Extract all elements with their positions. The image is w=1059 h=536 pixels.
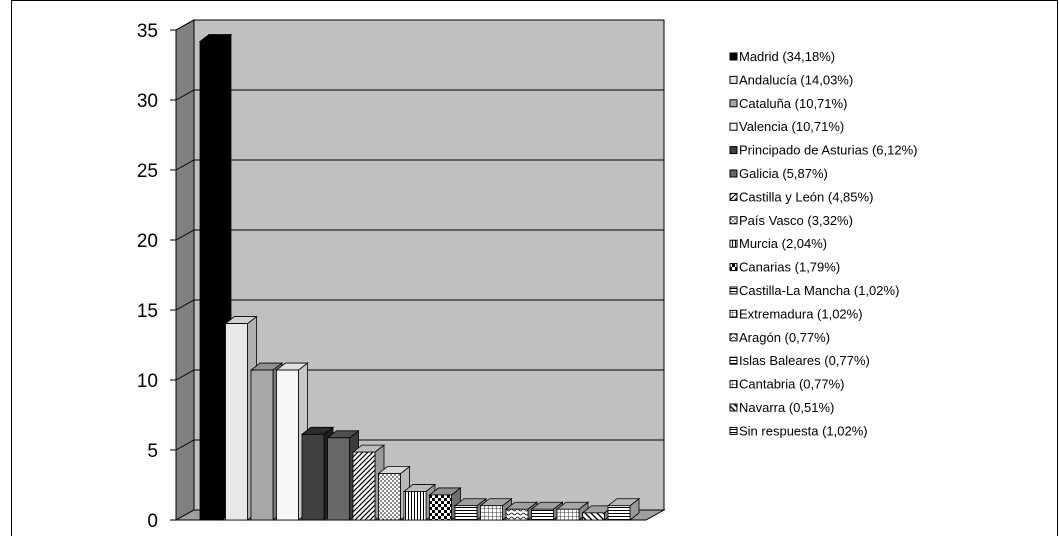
bar-16 bbox=[606, 497, 641, 521]
legend-item: País Vasco (3,32%) bbox=[729, 213, 853, 228]
bar-front bbox=[199, 41, 223, 521]
legend-label: Andalucía (14,03%) bbox=[739, 72, 853, 87]
y-tick-label: 20 bbox=[137, 231, 158, 252]
y-gridline bbox=[175, 19, 664, 31]
legend-swatch bbox=[729, 216, 738, 225]
y-tick-label: 5 bbox=[147, 441, 158, 462]
legend-item: Cataluña (10,71%) bbox=[729, 96, 847, 111]
bar-front bbox=[225, 323, 248, 521]
bar-front bbox=[301, 433, 325, 521]
legend-swatch bbox=[729, 99, 738, 108]
y-gridline bbox=[175, 369, 664, 381]
legend-swatch bbox=[729, 52, 738, 61]
y-gridline bbox=[175, 159, 664, 171]
legend-item: Extremadura (1,02%) bbox=[729, 306, 863, 321]
bar-front bbox=[582, 512, 605, 521]
legend-item: Madrid (34,18%) bbox=[729, 49, 835, 64]
legend-swatch bbox=[729, 263, 738, 272]
bar-front bbox=[505, 508, 529, 521]
legend-swatch bbox=[729, 239, 738, 248]
y-gridline bbox=[175, 299, 664, 311]
legend-label: Canarias (1,79%) bbox=[739, 260, 840, 275]
y-tick-label: 15 bbox=[137, 301, 158, 322]
legend-item: Principado de Asturias (6,12%) bbox=[729, 143, 917, 158]
legend-swatch bbox=[729, 169, 738, 178]
bar-front bbox=[352, 451, 376, 521]
legend-swatch bbox=[729, 403, 738, 412]
legend-label: Cataluña (10,71%) bbox=[739, 96, 847, 111]
legend-label: Valencia (10,71%) bbox=[739, 119, 844, 134]
legend-swatch bbox=[729, 309, 738, 318]
legend-item: Sin respuesta (1,02%) bbox=[729, 423, 868, 438]
legend-label: País Vasco (3,32%) bbox=[739, 213, 853, 228]
legend-label: Castilla-La Mancha (1,02%) bbox=[739, 283, 899, 298]
bar-front bbox=[531, 508, 554, 521]
bar-front bbox=[480, 505, 503, 521]
legend-item: Murcia (2,04%) bbox=[729, 236, 827, 251]
legend-item: Canarias (1,79%) bbox=[729, 260, 840, 275]
legend-item: Aragón (0,77%) bbox=[729, 330, 830, 345]
chart-frame bbox=[11, 0, 1058, 536]
bar-front bbox=[250, 369, 274, 521]
bar-front bbox=[429, 494, 452, 521]
bar-front bbox=[378, 473, 401, 521]
legend-swatch bbox=[729, 356, 738, 365]
y-tick-label: 25 bbox=[137, 161, 158, 182]
bar-front bbox=[454, 505, 478, 521]
bar-0 bbox=[198, 33, 233, 521]
y-tick-label: 10 bbox=[137, 371, 158, 392]
bar-front bbox=[403, 491, 427, 521]
legend-swatch bbox=[729, 426, 738, 435]
legend-label: Principado de Asturias (6,12%) bbox=[739, 143, 917, 158]
legend-swatch bbox=[729, 380, 738, 389]
legend-label: Madrid (34,18%) bbox=[739, 49, 835, 64]
bar-front bbox=[607, 505, 631, 521]
legend-label: Cantabria (0,77%) bbox=[739, 377, 845, 392]
legend-label: Murcia (2,04%) bbox=[739, 236, 827, 251]
y-gridline bbox=[175, 229, 664, 241]
y-tick-label: 35 bbox=[137, 21, 158, 42]
legend-swatch bbox=[729, 192, 738, 201]
legend-item: Castilla-La Mancha (1,02%) bbox=[729, 283, 899, 298]
bar-front bbox=[276, 369, 299, 521]
legend-item: Islas Baleares (0,77%) bbox=[729, 353, 870, 368]
legend-label: Navarra (0,51%) bbox=[739, 400, 834, 415]
legend-swatch bbox=[729, 75, 738, 84]
bar-front bbox=[556, 508, 580, 521]
legend-label: Islas Baleares (0,77%) bbox=[739, 353, 870, 368]
legend-item: Galicia (5,87%) bbox=[729, 166, 828, 181]
legend-label: Galicia (5,87%) bbox=[739, 166, 828, 181]
legend-swatch bbox=[729, 122, 738, 131]
y-gridline bbox=[175, 439, 664, 451]
legend-item: Andalucía (14,03%) bbox=[729, 72, 853, 87]
y-tick-label: 30 bbox=[137, 91, 158, 112]
y-tick-label: 0 bbox=[147, 511, 158, 532]
legend-item: Valencia (10,71%) bbox=[729, 119, 844, 134]
legend-swatch bbox=[729, 146, 738, 155]
legend-swatch bbox=[729, 333, 738, 342]
legend-swatch bbox=[729, 286, 738, 295]
legend-item: Cantabria (0,77%) bbox=[729, 377, 845, 392]
legend-label: Sin respuesta (1,02%) bbox=[739, 423, 868, 438]
legend-item: Navarra (0,51%) bbox=[729, 400, 834, 415]
legend-item: Castilla y León (4,85%) bbox=[729, 189, 873, 204]
bar-front bbox=[327, 437, 350, 521]
y-gridline bbox=[175, 89, 664, 101]
legend-label: Extremadura (1,02%) bbox=[739, 306, 863, 321]
legend-label: Aragón (0,77%) bbox=[739, 330, 830, 345]
legend-label: Castilla y León (4,85%) bbox=[739, 189, 873, 204]
